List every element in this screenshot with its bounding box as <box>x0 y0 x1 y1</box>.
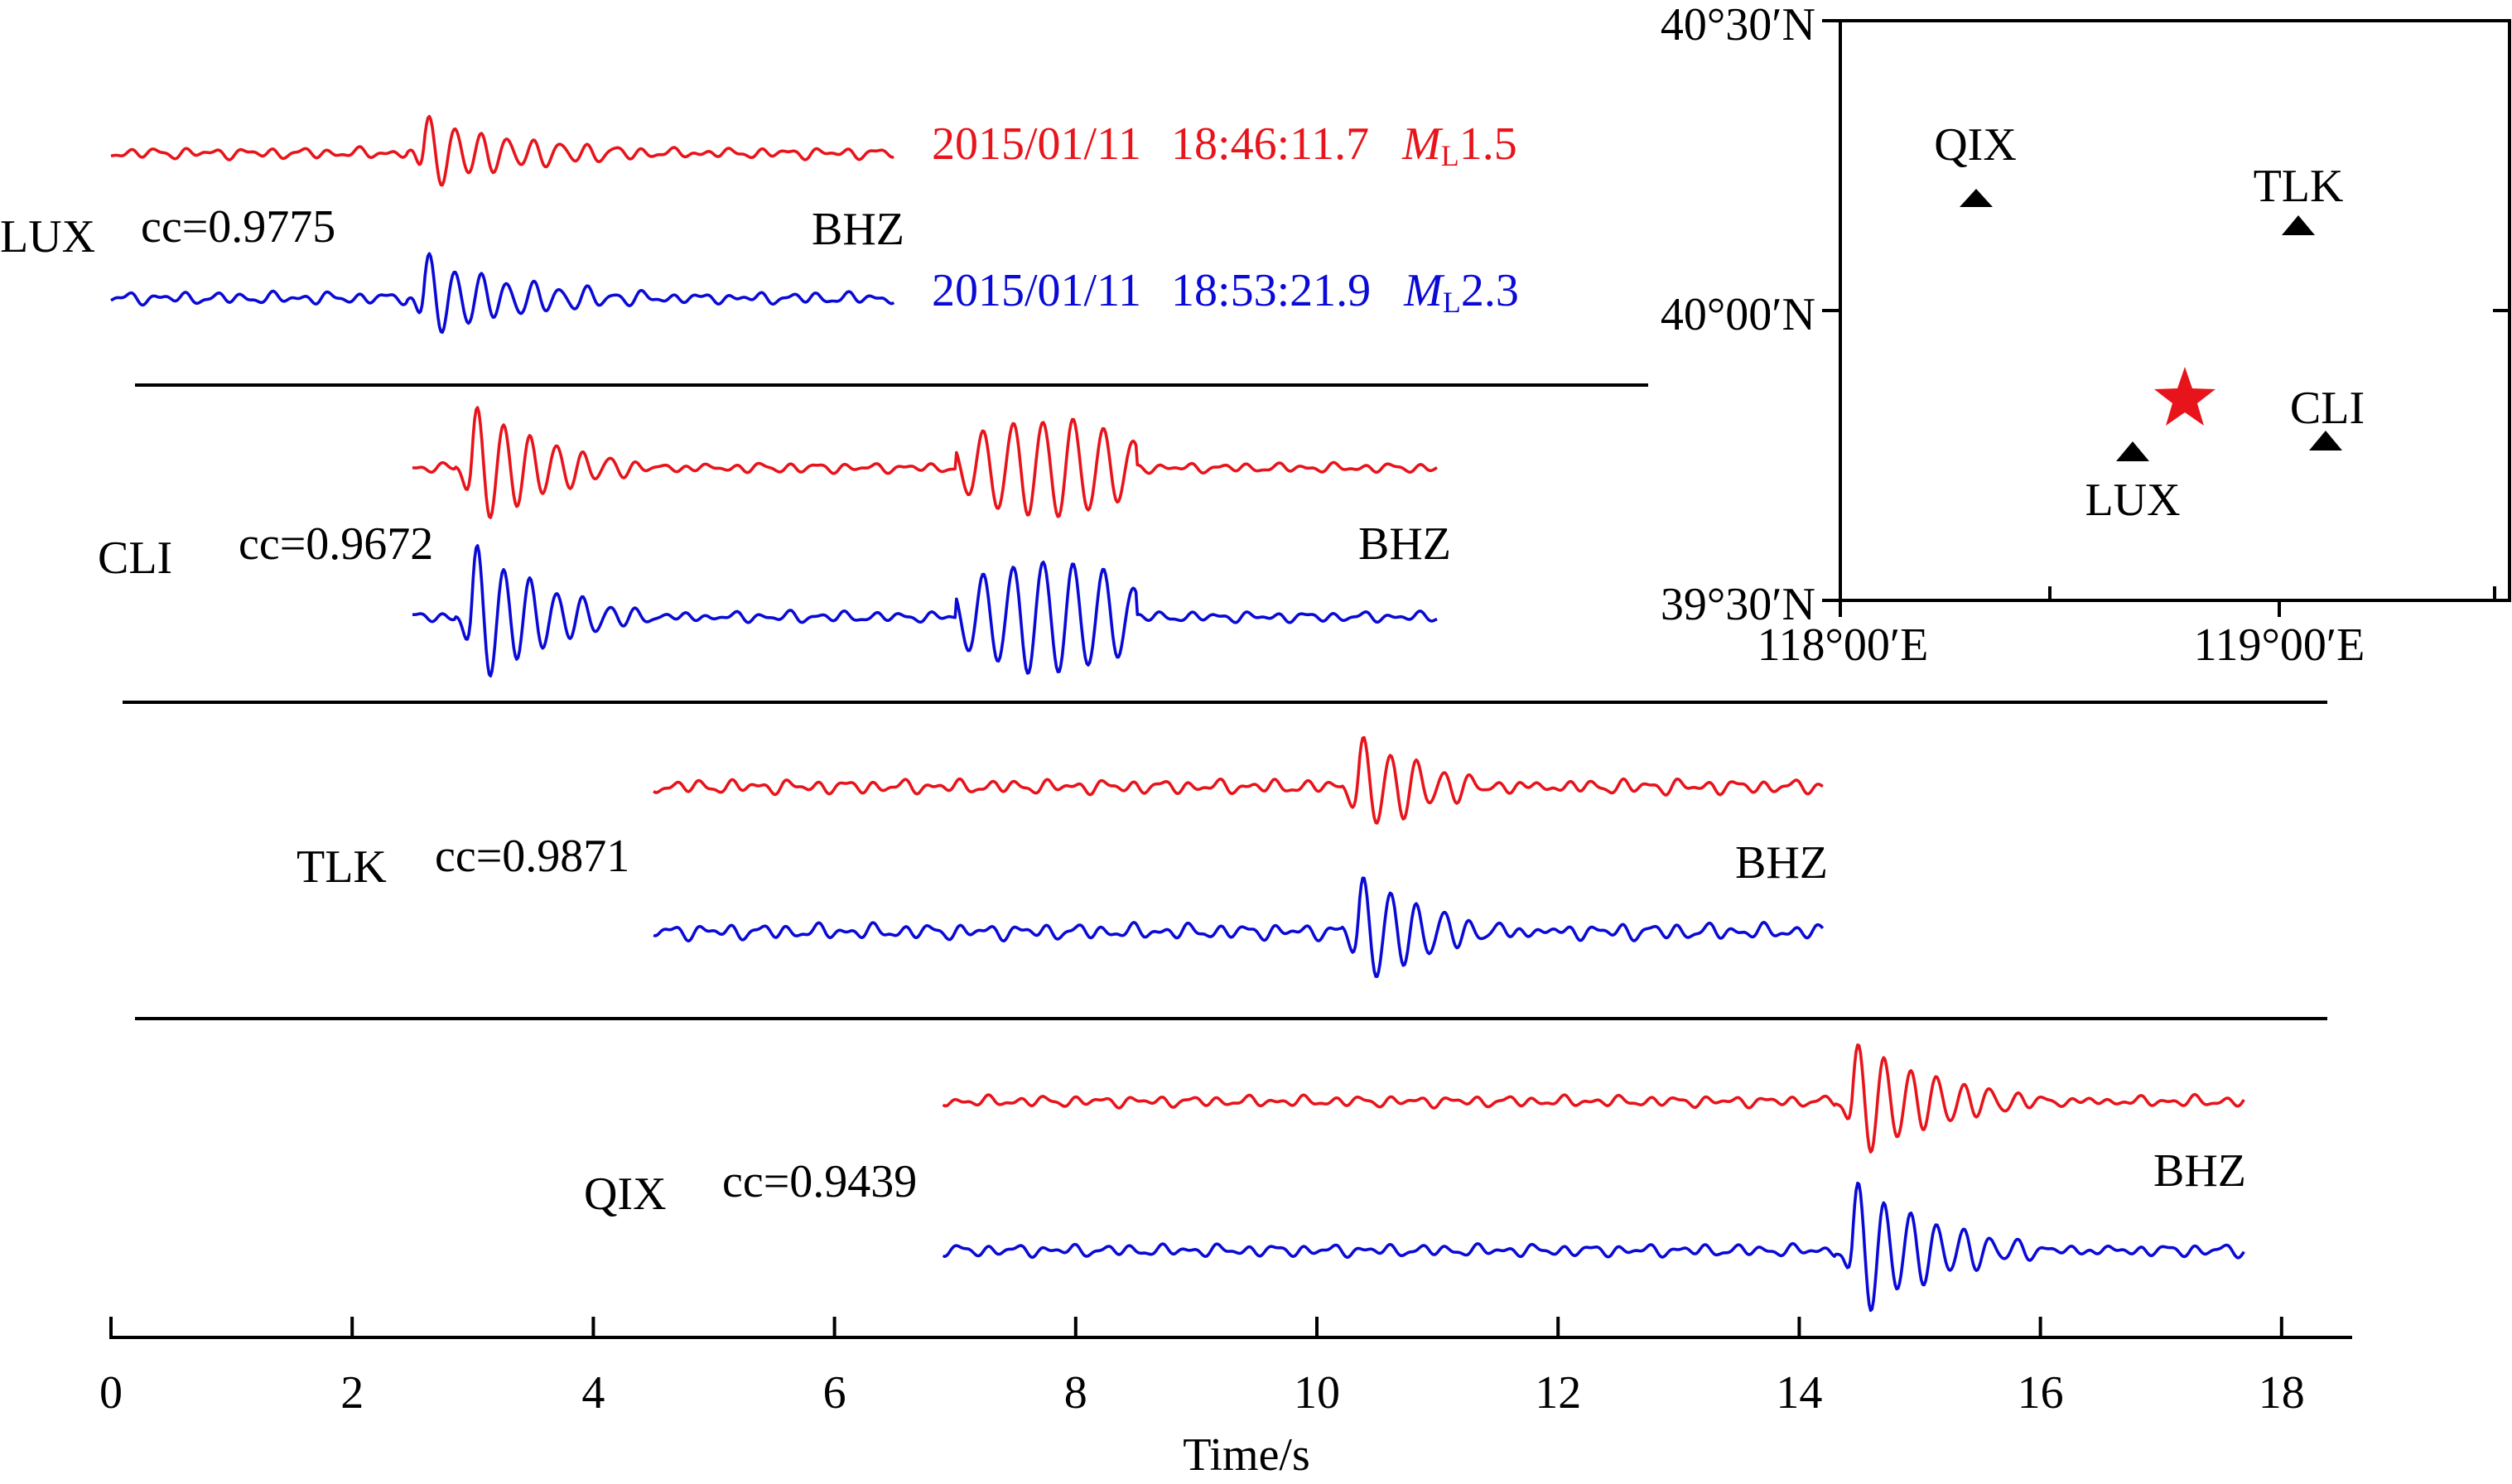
station-marker-tlk <box>2282 215 2315 235</box>
map-label-tlk: TLK <box>2254 161 2344 212</box>
x-tick-label-18: 18 <box>2259 1367 2305 1419</box>
event-1-mag-sub: L <box>1441 139 1459 172</box>
map-label-lux: LUX <box>2085 475 2180 526</box>
lon-label-right: 119°00′E <box>2194 619 2365 671</box>
lat-label-mid: 40°00′N <box>1661 289 1815 340</box>
x-tick-label-0: 0 <box>99 1367 123 1419</box>
station-label-tlk: TLK <box>297 841 387 893</box>
map-label-qix: QIX <box>1934 119 2017 171</box>
event-1-date: 2015/01/11 <box>932 118 1141 170</box>
x-tick-label-4: 4 <box>581 1367 605 1419</box>
event-2-time: 18:53:21.9 <box>1171 265 1371 316</box>
waveform-qix-event-1 <box>942 1043 2245 1154</box>
x-ticks: 0 2 4 6 8 10 12 14 16 18 <box>99 1317 2305 1419</box>
event-1-label: 2015/01/11 18:46:11.7 ML1.5 <box>932 118 1517 172</box>
station-label-cli: CLI <box>98 532 172 584</box>
x-tick-label-2: 2 <box>340 1367 364 1419</box>
x-tick-label-8: 8 <box>1064 1367 1087 1419</box>
component-label-tlk: BHZ <box>1735 837 1828 889</box>
map-label-cli: CLI <box>2290 383 2365 434</box>
inset-map: 40°30′N 40°00′N 39°30′N 118°00′E 119°00′… <box>1661 0 2511 671</box>
component-label-qix: BHZ <box>2153 1145 2246 1197</box>
station-marker-cli <box>2309 431 2342 450</box>
waveform-lux-event-2 <box>110 252 895 335</box>
cc-label-cli: cc=0.9672 <box>239 518 433 570</box>
waveform-tlk-event-2 <box>653 876 1825 978</box>
station-marker-qix <box>1960 189 1993 207</box>
waveform-tlk-event-1 <box>653 735 1824 825</box>
x-axis: 0 2 4 6 8 10 12 14 16 18 Time/s <box>99 1317 2352 1481</box>
lat-label-bottom: 39°30′N <box>1661 579 1815 630</box>
cc-label-tlk: cc=0.9871 <box>435 831 629 882</box>
cc-label-qix: cc=0.9439 <box>722 1156 917 1207</box>
component-label-lux: BHZ <box>812 204 904 255</box>
x-axis-label: Time/s <box>1183 1429 1310 1481</box>
station-marker-lux <box>2116 441 2149 461</box>
station-label-lux: LUX <box>0 211 95 263</box>
cc-label-lux: cc=0.9775 <box>141 201 335 253</box>
x-tick-label-14: 14 <box>1776 1367 1822 1419</box>
event-1-mag-value: 1.5 <box>1459 118 1517 170</box>
lat-label-top: 40°30′N <box>1661 0 1815 51</box>
event-2-date: 2015/01/11 <box>932 265 1141 316</box>
waveform-cli-event-2 <box>412 544 1438 677</box>
event-2-mag-sub: L <box>1443 286 1461 319</box>
waveform-lux-event-1 <box>110 114 894 187</box>
x-tick-label-16: 16 <box>2018 1367 2064 1419</box>
x-tick-label-10: 10 <box>1294 1367 1340 1419</box>
event-2-label: 2015/01/11 18:53:21.9 ML2.3 <box>932 265 1519 319</box>
event-2-mag-value: 2.3 <box>1461 265 1519 316</box>
x-tick-label-12: 12 <box>1535 1367 1581 1419</box>
component-label-cli: BHZ <box>1358 518 1451 570</box>
epicenter-star-icon <box>2154 367 2215 426</box>
event-2-mag-prefix: M <box>1403 265 1445 316</box>
event-1-time: 18:46:11.7 <box>1171 118 1369 170</box>
event-1-mag-prefix: M <box>1401 118 1444 170</box>
waveform-cli-event-1 <box>412 406 1438 519</box>
station-label-qix: QIX <box>584 1168 667 1220</box>
waveform-qix-event-2 <box>942 1181 2245 1313</box>
waveform-panels <box>110 114 2245 1313</box>
x-tick-label-6: 6 <box>823 1367 846 1419</box>
lon-label-left: 118°00′E <box>1757 619 1929 671</box>
